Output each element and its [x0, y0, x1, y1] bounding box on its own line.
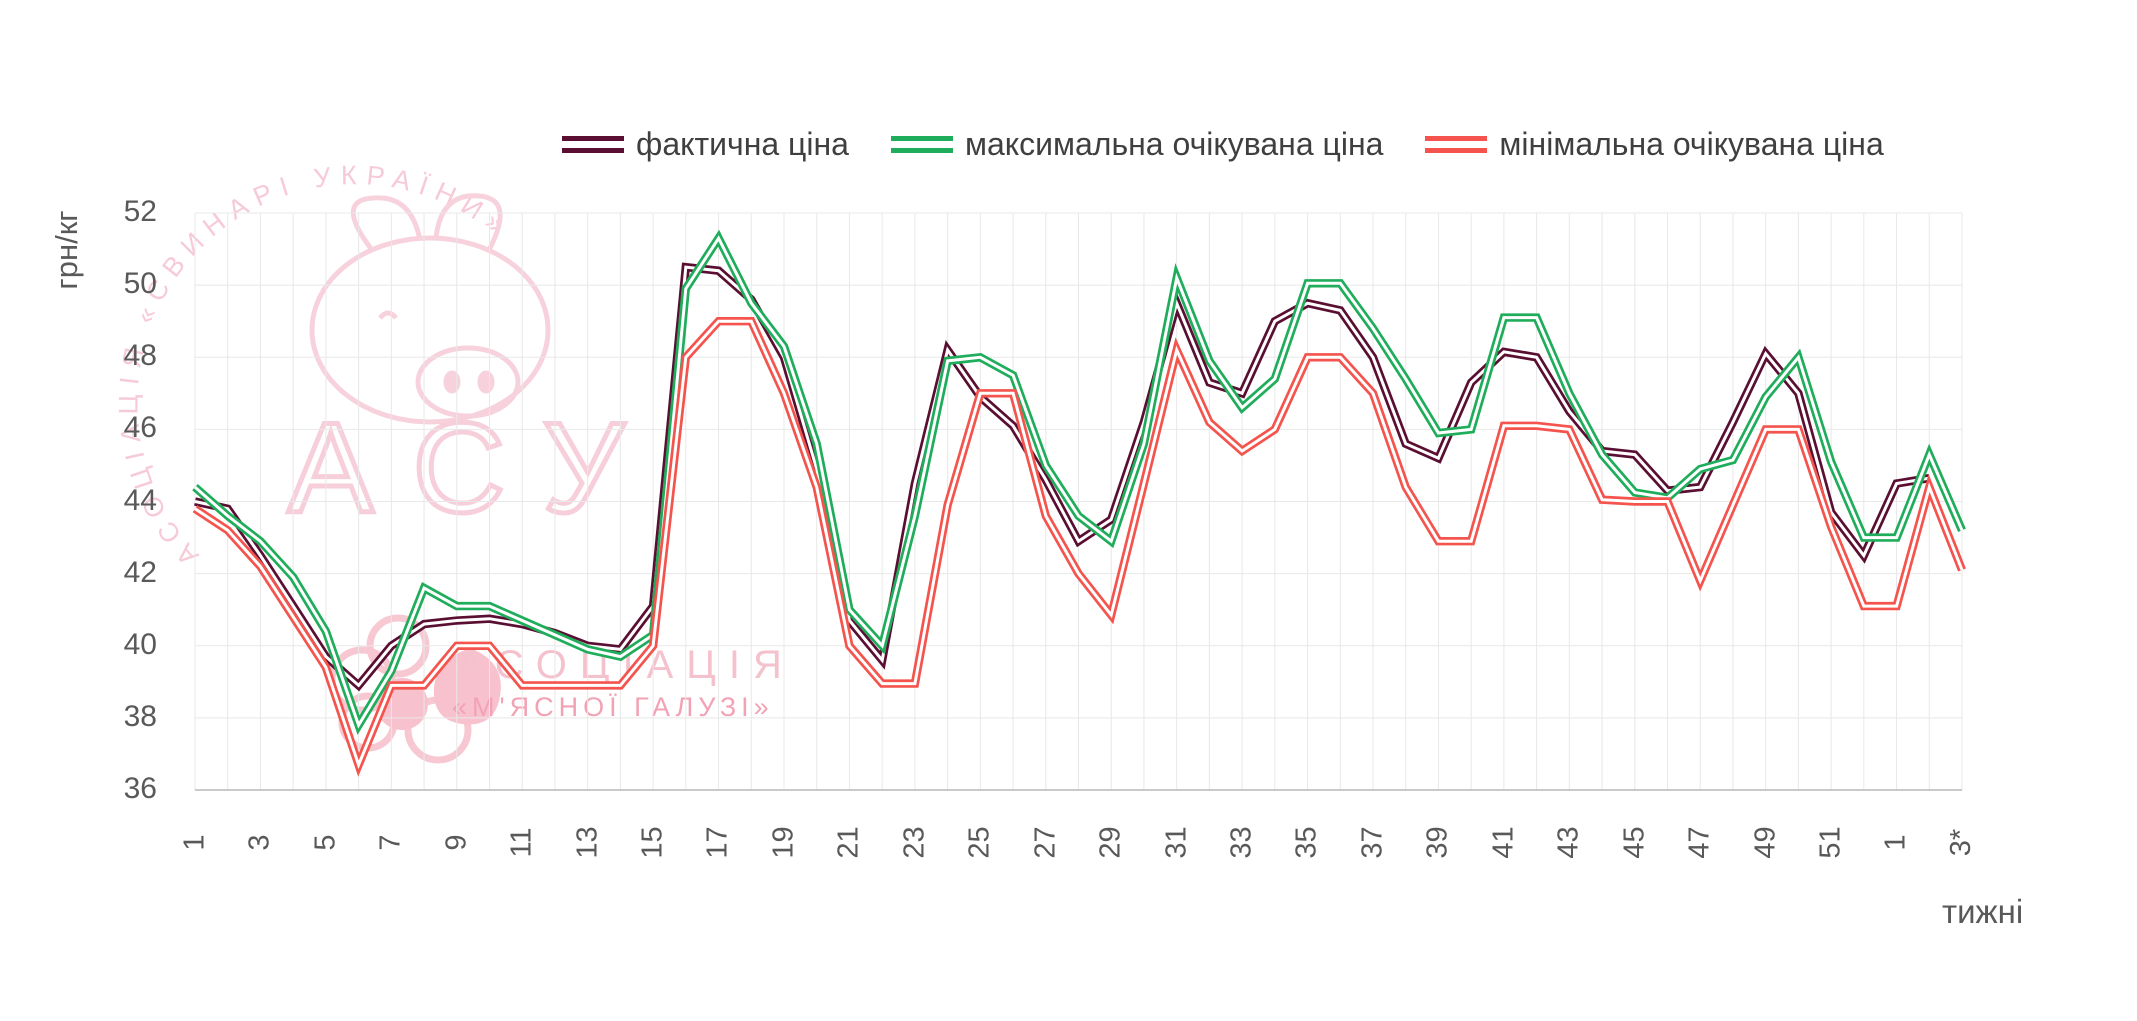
y-tick-label: 46 [123, 411, 157, 445]
series-layer [192, 229, 1966, 777]
legend-label-actual-price: фактична ціна [636, 126, 849, 162]
legend-item-min-expected-price: мінімальна очікувана ціна [1425, 126, 1884, 163]
pig-snout-icon [415, 345, 521, 419]
watermark-acronym: АСУ [288, 397, 666, 540]
watermark-meat-line2: «М'ЯСНОЇ ГАЛУЗІ» [452, 692, 774, 722]
legend-swatch-actual-price-icon [562, 136, 624, 153]
x-tick-label: 3* [1945, 828, 1978, 856]
legend-swatch-min-expected-price-icon [1425, 136, 1488, 153]
y-tick-label: 38 [123, 699, 157, 733]
y-tick-label: 42 [123, 555, 157, 589]
y-tick-label: 48 [123, 339, 157, 373]
y-tick-label: 50 [123, 267, 157, 301]
grid-layer [194, 212, 1963, 791]
legend-swatch-max-expected-price-icon [890, 136, 953, 153]
y-tick-label: 36 [123, 772, 157, 805]
legend-item-max-expected-price: максимальна очікувана ціна [890, 126, 1384, 163]
legend-item-actual-price: фактична ціна [562, 126, 849, 163]
series-actual-price [194, 262, 1930, 692]
y-tick-label: 52 [123, 195, 157, 228]
pig-ear-right-icon [433, 193, 503, 254]
series-min-expected-price [192, 317, 1966, 777]
pig-ear-left-icon [350, 195, 423, 252]
legend-label-max-expected-price: максимальна очікувана ціна [964, 126, 1384, 162]
y-axis-title: грн/кг [49, 210, 84, 290]
pig-head-icon [309, 235, 551, 425]
legend: фактична ціна максимальна очікувана ціна… [562, 126, 1884, 163]
legend-label-min-expected-price: мінімальна очікувана ціна [1499, 126, 1884, 162]
y-tick-label: 44 [123, 483, 157, 517]
y-tick-label: 40 [123, 627, 157, 661]
x-axis-title: тижні [1942, 893, 2024, 930]
